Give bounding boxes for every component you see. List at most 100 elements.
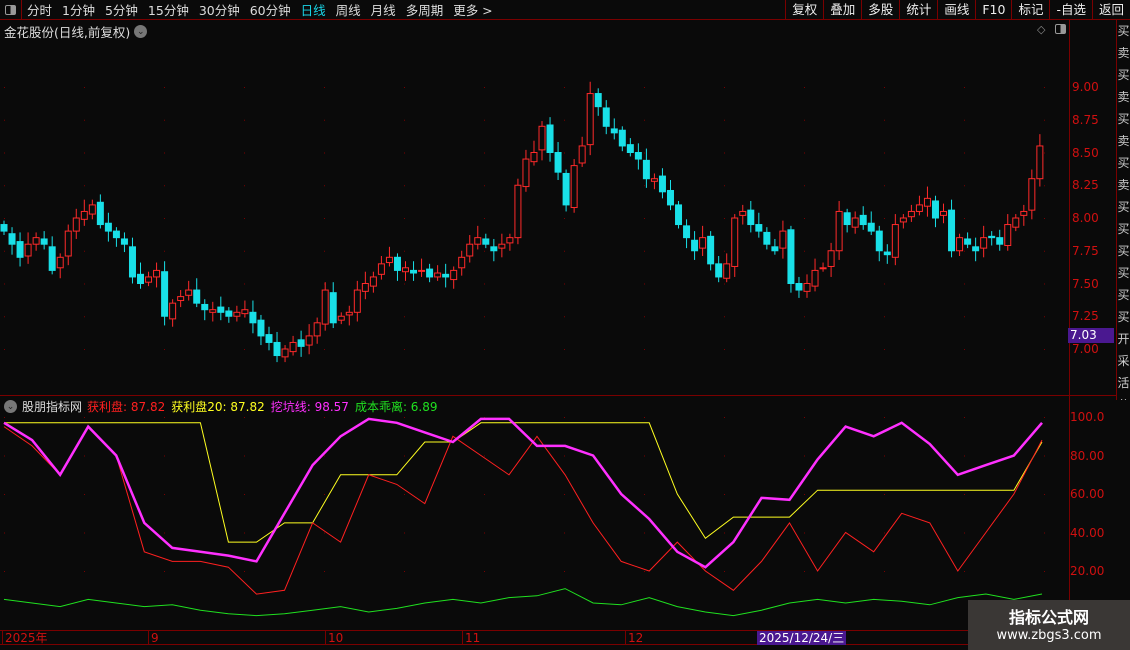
grid-dot	[564, 532, 565, 534]
toolbar-button-0[interactable]: 复权	[785, 0, 823, 20]
grid-dot	[404, 119, 405, 121]
indicator-name: 股朋指标网	[22, 400, 83, 414]
candle	[120, 232, 128, 253]
grid-dot	[404, 455, 405, 457]
grid-dot	[4, 250, 5, 252]
panel-icon[interactable]	[1055, 24, 1066, 34]
grid-dot	[724, 119, 725, 121]
candle	[691, 231, 699, 260]
grid-dot	[964, 349, 965, 350]
grid-dot	[1044, 494, 1045, 495]
grid-dot	[164, 87, 165, 88]
toolbar-button-4[interactable]: 画线	[937, 0, 975, 20]
candle	[819, 262, 827, 272]
grid-dot	[644, 218, 645, 219]
price-label: 9.00	[1072, 80, 1099, 94]
line-cost	[3, 588, 1043, 617]
candle	[996, 229, 1004, 251]
grid-dot	[404, 283, 405, 285]
chevron-down-icon[interactable]: ⌄	[134, 25, 148, 38]
candle	[675, 200, 683, 229]
candle	[683, 219, 691, 249]
grid-dot	[324, 494, 325, 495]
candle	[48, 236, 56, 275]
candle	[96, 194, 104, 229]
candle	[265, 326, 273, 351]
tab-period-2[interactable]: 5分钟	[104, 3, 138, 18]
grid-dot	[4, 316, 5, 318]
candle	[811, 258, 819, 292]
grid-dot	[484, 349, 485, 350]
grid-dot	[1044, 119, 1045, 121]
candle	[666, 180, 674, 211]
tab-period-5[interactable]: 60分钟	[249, 3, 291, 18]
candle	[72, 208, 80, 239]
grid-dot	[644, 250, 645, 252]
toolbar-button-2[interactable]: 多股	[861, 0, 899, 20]
watermark: 指标公式网 www.zbgs3.com	[968, 600, 1130, 650]
candle	[891, 214, 899, 266]
tab-period-4[interactable]: 30分钟	[198, 3, 240, 18]
tab-period-10[interactable]: 更多 >	[453, 3, 493, 18]
tab-period-6[interactable]: 日线	[300, 3, 326, 18]
date-label: 10	[325, 631, 343, 645]
grid-dot	[644, 494, 645, 495]
grid-dot	[4, 152, 5, 154]
toolbar-button-1[interactable]: 叠加	[823, 0, 861, 20]
candle	[361, 271, 369, 300]
indicator-legend: ⌄ 股朋指标网 获利盘: 87.82 获利盘20: 87.82 挖坑线: 98.57…	[4, 398, 438, 415]
grid-dot	[164, 455, 165, 457]
diamond-icon[interactable]: ◇	[1037, 23, 1046, 36]
grid-dot	[484, 87, 485, 88]
grid-dot	[164, 349, 165, 350]
grid-dot	[1044, 152, 1045, 154]
candle	[161, 261, 169, 326]
grid-dot	[644, 87, 645, 88]
toolbar-button-8[interactable]: 返回	[1091, 0, 1130, 20]
candle	[514, 178, 522, 245]
tab-period-8[interactable]: 月线	[370, 3, 396, 18]
tab-period-3[interactable]: 15分钟	[147, 3, 189, 18]
candle	[538, 121, 546, 161]
grid-dot	[484, 494, 485, 495]
candle	[458, 250, 466, 276]
candle	[209, 301, 217, 322]
toolbar-button-6[interactable]: 标记	[1011, 0, 1049, 20]
tab-period-0[interactable]: 分时	[27, 3, 53, 18]
tab-period-1[interactable]: 1分钟	[62, 3, 95, 18]
grid-dot	[724, 532, 725, 534]
candlestick-chart[interactable]	[0, 20, 1070, 395]
tab-period-9[interactable]: 多周期	[405, 3, 444, 18]
grid-dot	[4, 218, 5, 219]
grid-dot	[404, 316, 405, 318]
grid-dot	[1044, 185, 1045, 187]
candle	[827, 242, 835, 277]
candle	[988, 231, 996, 246]
panel-icon	[5, 4, 16, 15]
grid-dot	[1044, 283, 1045, 285]
candle	[787, 225, 795, 293]
toolbar-button-7[interactable]: -自选	[1049, 0, 1092, 20]
line-dig	[3, 417, 1043, 569]
grid-dot	[404, 494, 405, 495]
chevron-down-icon[interactable]: ⌄	[4, 400, 17, 413]
grid-dot	[484, 417, 485, 418]
indicator-chart[interactable]	[0, 396, 1070, 630]
grid-dot	[804, 250, 805, 252]
toolbar-button-5[interactable]: F10	[975, 0, 1011, 20]
candle	[418, 258, 426, 277]
grid-dot	[964, 152, 965, 154]
grid-dot	[4, 417, 5, 418]
candle	[177, 290, 185, 308]
panel-toggle-button[interactable]	[0, 0, 22, 20]
grid-dot	[244, 417, 245, 418]
tab-period-7[interactable]: 周线	[335, 3, 361, 18]
grid-dot	[4, 349, 5, 350]
grid-dot	[644, 455, 645, 457]
grid-dot	[164, 494, 165, 495]
toolbar-button-3[interactable]: 统计	[899, 0, 937, 20]
grid-dot	[1044, 349, 1045, 350]
candle	[329, 282, 337, 329]
grid-dot	[884, 218, 885, 219]
grid-dot	[244, 185, 245, 187]
